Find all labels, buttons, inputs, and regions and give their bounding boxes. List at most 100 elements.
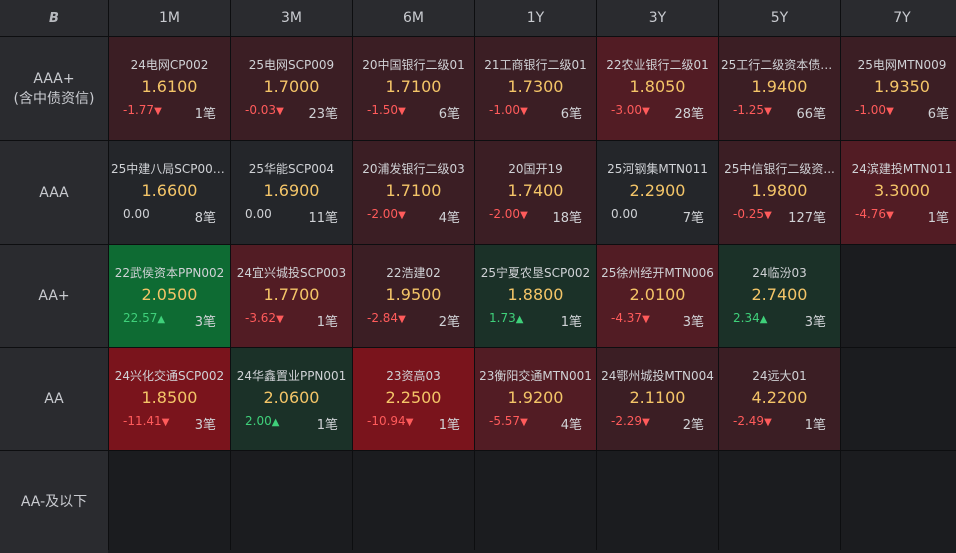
trade-count: 23笔 bbox=[308, 107, 338, 122]
bond-cell[interactable]: 24宜兴城投SCP003 1.7700 -3.62▼ 1笔 bbox=[231, 245, 352, 347]
bond-cell[interactable]: 22农业银行二级01 1.8050 -3.00▼ 28笔 bbox=[597, 37, 718, 140]
trade-count: 6笔 bbox=[438, 107, 460, 122]
bond-name: 25河钢集MTN011 bbox=[607, 162, 708, 176]
bond-cell[interactable]: 20国开19 1.7400 -2.00▼ 18笔 bbox=[475, 141, 596, 244]
bond-cell[interactable]: 25徐州经开MTN006 2.0100 -4.37▼ 3笔 bbox=[597, 245, 718, 347]
bond-name: 25电网MTN009 bbox=[857, 58, 947, 72]
bond-change: 1.73▲ bbox=[489, 311, 523, 325]
bond-cell[interactable]: 23衡阳交通MTN001 1.9200 -5.57▼ 4笔 bbox=[475, 348, 596, 450]
bond-cell[interactable]: 25中信银行二级资... 1.9800 -0.25▼ 127笔 bbox=[719, 141, 840, 244]
bond-yield: 1.8800 bbox=[507, 285, 564, 304]
trade-count: 7笔 bbox=[682, 211, 704, 226]
triangle-down-icon: ▼ bbox=[642, 106, 650, 117]
bond-cell[interactable]: 24兴化交通SCP002 1.8500 -11.41▼ 3笔 bbox=[109, 348, 230, 450]
change-value: 1.73 bbox=[489, 311, 516, 325]
triangle-down-icon: ▼ bbox=[161, 417, 170, 428]
column-header-1m[interactable]: 1M bbox=[109, 0, 230, 36]
bond-name: 20国开19 bbox=[508, 162, 563, 176]
bond-cell[interactable]: 24滨建投MTN011 3.3000 -4.76▼ 1笔 bbox=[841, 141, 956, 244]
row-label-rating: AA bbox=[44, 391, 64, 407]
triangle-down-icon: ▼ bbox=[886, 106, 894, 117]
trade-count: 3笔 bbox=[682, 315, 704, 330]
empty-cell bbox=[109, 451, 230, 553]
bond-name: 25宁夏农垦SCP002 bbox=[480, 266, 591, 280]
bond-change: -3.62▼ bbox=[245, 311, 284, 325]
bond-cell[interactable]: 25中建八局SCP007... 1.6600 0.00 8笔 bbox=[109, 141, 230, 244]
column-header-7y[interactable]: 7Y bbox=[841, 0, 956, 36]
triangle-down-icon: ▼ bbox=[764, 210, 772, 221]
change-value: -11.41 bbox=[123, 414, 162, 428]
trade-count: 6笔 bbox=[560, 107, 582, 122]
bond-yield: 1.6900 bbox=[263, 181, 320, 200]
trade-count: 2笔 bbox=[682, 418, 704, 433]
bond-change: 2.00▲ bbox=[245, 414, 279, 428]
change-value: -2.00 bbox=[489, 207, 521, 221]
bond-change: -2.00▼ bbox=[367, 207, 406, 221]
bond-change: 0.00 bbox=[611, 207, 638, 221]
change-value: -0.03 bbox=[245, 103, 277, 117]
column-header-6m[interactable]: 6M bbox=[353, 0, 474, 36]
bond-name: 22浩建02 bbox=[386, 266, 441, 280]
bond-cell[interactable]: 25电网MTN009 1.9350 -1.00▼ 6笔 bbox=[841, 37, 956, 140]
triangle-down-icon: ▼ bbox=[886, 210, 894, 221]
row-label: AAA+ (含中债资信) bbox=[0, 37, 108, 140]
bond-cell[interactable]: 25河钢集MTN011 2.2900 0.00 7笔 bbox=[597, 141, 718, 244]
bond-yield: 1.7300 bbox=[507, 77, 564, 96]
bond-cell[interactable]: 24鄂州城投MTN004 2.1100 -2.29▼ 2笔 bbox=[597, 348, 718, 450]
column-header-3m[interactable]: 3M bbox=[231, 0, 352, 36]
trade-count: 1笔 bbox=[316, 418, 338, 433]
bond-name: 25中信银行二级资... bbox=[724, 162, 835, 176]
bond-yield: 1.8500 bbox=[141, 388, 198, 407]
bond-cell[interactable]: 25宁夏农垦SCP002 1.8800 1.73▲ 1笔 bbox=[475, 245, 596, 347]
bond-change: -4.76▼ bbox=[855, 207, 894, 221]
bond-cell[interactable]: 24远大01 4.2200 -2.49▼ 1笔 bbox=[719, 348, 840, 450]
bond-name: 24滨建投MTN011 bbox=[851, 162, 953, 176]
bond-change: -10.94▼ bbox=[367, 414, 413, 428]
bond-cell[interactable]: 22武侯资本PPN002 2.0500 22.57▲ 3笔 bbox=[109, 245, 230, 347]
column-header-5y[interactable]: 5Y bbox=[719, 0, 840, 36]
bond-name: 24电网CP002 bbox=[130, 58, 209, 72]
bond-change: -0.25▼ bbox=[733, 207, 772, 221]
bond-name: 25华能SCP004 bbox=[248, 162, 335, 176]
bond-yield: 1.9350 bbox=[874, 77, 930, 96]
bond-change: -1.25▼ bbox=[733, 103, 772, 117]
bond-cell[interactable]: 22浩建02 1.9500 -2.84▼ 2笔 bbox=[353, 245, 474, 347]
change-value: -1.77 bbox=[123, 103, 155, 117]
bond-name: 24华鑫置业PPN001 bbox=[236, 369, 347, 383]
triangle-down-icon: ▼ bbox=[520, 210, 528, 221]
empty-cell bbox=[597, 451, 718, 553]
column-header-1y[interactable]: 1Y bbox=[475, 0, 596, 36]
trade-count: 3笔 bbox=[194, 418, 216, 433]
change-value: -2.49 bbox=[733, 414, 765, 428]
bond-yield: 1.9500 bbox=[385, 285, 442, 304]
change-value: -2.84 bbox=[367, 311, 399, 325]
triangle-down-icon: ▼ bbox=[520, 417, 528, 428]
change-value: -3.62 bbox=[245, 311, 277, 325]
bond-cell[interactable]: 23资高03 2.2500 -10.94▼ 1笔 bbox=[353, 348, 474, 450]
row-label: AAA bbox=[0, 141, 108, 244]
bond-cell[interactable]: 24临汾03 2.7400 2.34▲ 3笔 bbox=[719, 245, 840, 347]
bond-change: -1.00▼ bbox=[489, 103, 528, 117]
bond-cell[interactable]: 20浦发银行二级03 1.7100 -2.00▼ 4笔 bbox=[353, 141, 474, 244]
change-value: -10.94 bbox=[367, 414, 406, 428]
bond-name: 25工行二级资本债0... bbox=[721, 58, 840, 72]
bond-change: -1.50▼ bbox=[367, 103, 406, 117]
row-label: AA+ bbox=[0, 245, 108, 347]
bond-cell[interactable]: 25电网SCP009 1.7000 -0.03▼ 23笔 bbox=[231, 37, 352, 140]
change-value: 0.00 bbox=[611, 207, 638, 221]
bond-cell[interactable]: 25华能SCP004 1.6900 0.00 11笔 bbox=[231, 141, 352, 244]
bond-yield: 2.7400 bbox=[751, 285, 808, 304]
row-label-rating: AA+ bbox=[38, 288, 70, 304]
bond-cell[interactable]: 24华鑫置业PPN001 2.0600 2.00▲ 1笔 bbox=[231, 348, 352, 450]
change-value: -1.00 bbox=[489, 103, 521, 117]
change-value: 0.00 bbox=[245, 207, 272, 221]
column-header-3y[interactable]: 3Y bbox=[597, 0, 718, 36]
bond-cell[interactable]: 20中国银行二级01 1.7100 -1.50▼ 6笔 bbox=[353, 37, 474, 140]
bond-cell[interactable]: 25工行二级资本债0... 1.9400 -1.25▼ 66笔 bbox=[719, 37, 840, 140]
bond-yield: 1.6100 bbox=[141, 77, 198, 96]
bond-cell[interactable]: 24电网CP002 1.6100 -1.77▼ 1笔 bbox=[109, 37, 230, 140]
bond-cell[interactable]: 21工商银行二级01 1.7300 -1.00▼ 6笔 bbox=[475, 37, 596, 140]
bond-change: -1.00▼ bbox=[855, 103, 894, 117]
triangle-down-icon: ▼ bbox=[642, 417, 650, 428]
